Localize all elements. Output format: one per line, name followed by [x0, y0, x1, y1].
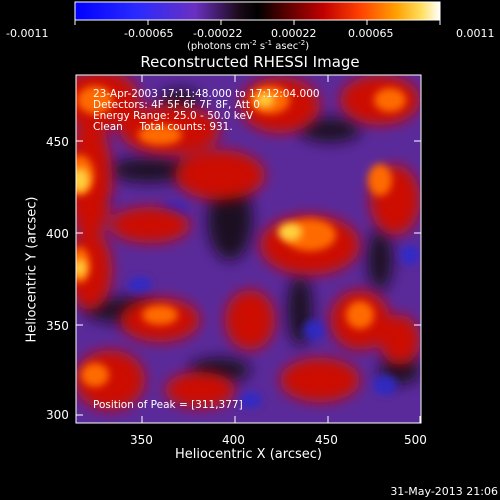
x-tick-label-1: 400 — [222, 433, 245, 447]
colorbar-tick-4: 0.00065 — [348, 27, 394, 40]
x-axis-ticks — [141, 75, 421, 423]
colorbar-tick-1: -0.00065 — [124, 27, 173, 40]
colorbar-tick-2: -0.00022 — [193, 27, 242, 40]
x-tick-label-3: 500 — [404, 433, 427, 447]
timestamp: 31-May-2013 21:06 — [390, 485, 498, 498]
colorbar-gradient — [74, 1, 441, 21]
y-tick-label-3: 450 — [46, 135, 69, 149]
colorbar-tick-3: 0.00022 — [271, 27, 317, 40]
colorbar-tick-0: -0.0011 — [6, 27, 48, 40]
info-peak: Position of Peak = [311,377] — [93, 399, 243, 411]
info-overlay: 23-Apr-2003 17:11:48.000 to 17:12:04.000… — [93, 88, 320, 411]
plot-title: Reconstructed RHESSI Image — [140, 53, 360, 71]
y-tick-label-0: 300 — [46, 408, 69, 422]
colorbar: -0.0011 -0.00065 -0.00022 0.00022 0.0006… — [6, 1, 495, 52]
info-clean: Clean Total counts: 931. — [93, 121, 233, 133]
info-detectors: Detectors: 4F 5F 6F 7F 8F, Att 0 — [93, 99, 260, 111]
info-time-range: 23-Apr-2003 17:11:48.000 to 17:12:04.000 — [93, 88, 320, 100]
y-axis-ticks — [76, 140, 421, 416]
plot-frame — [75, 74, 422, 424]
colorbar-units: (photons cm-2 s-1 asec-2) — [187, 39, 309, 52]
y-tick-label-2: 400 — [46, 227, 69, 241]
x-tick-label-0: 350 — [130, 433, 153, 447]
info-energy: Energy Range: 25.0 - 50.0 keV — [93, 110, 254, 122]
x-tick-label-2: 450 — [315, 433, 338, 447]
rhessi-image — [76, 75, 421, 423]
image-panel: 23-Apr-2003 17:11:48.000 to 17:12:04.000… — [46, 74, 427, 447]
colorbar-tick-5: 0.0011 — [456, 27, 495, 40]
y-axis-label: Heliocentric Y (arcsec) — [24, 196, 40, 343]
y-tick-label-1: 350 — [46, 319, 69, 333]
x-axis-label: Heliocentric X (arcsec) — [175, 447, 322, 462]
